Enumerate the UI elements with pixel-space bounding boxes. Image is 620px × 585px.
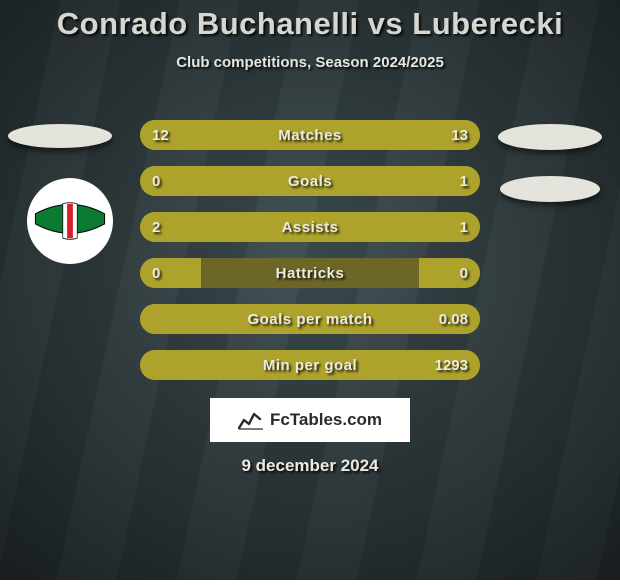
stat-value-left: 12	[152, 120, 169, 150]
stat-label: Hattricks	[140, 258, 480, 288]
subtitle: Club competitions, Season 2024/2025	[0, 54, 620, 71]
page-title: Conrado Buchanelli vs Luberecki	[0, 6, 620, 42]
stat-value-right: 1	[460, 212, 468, 242]
stat-row: Goals0 1	[140, 166, 480, 196]
stat-value-right: 0	[460, 258, 468, 288]
right-player-ellipse-2	[500, 176, 600, 202]
stat-label: Goals	[140, 166, 480, 196]
stat-row: Matches12 13	[140, 120, 480, 150]
chart-icon	[238, 410, 264, 430]
stat-row: Min per goal1293	[140, 350, 480, 380]
stat-value-right: 1293	[435, 350, 468, 380]
right-player-ellipse-1	[498, 124, 602, 150]
stat-value-left: 2	[152, 212, 160, 242]
stat-value-right: 1	[460, 166, 468, 196]
stat-value-right: 0.08	[439, 304, 468, 334]
branding-label: FcTables.com	[270, 410, 382, 430]
stat-value-right: 13	[451, 120, 468, 150]
stat-label: Matches	[140, 120, 480, 150]
stat-row: Hattricks0 0	[140, 258, 480, 288]
stat-label: Goals per match	[140, 304, 480, 334]
stat-row: Assists2 1	[140, 212, 480, 242]
content: Conrado Buchanelli vs Luberecki Club com…	[0, 0, 620, 580]
stat-value-left: 0	[152, 258, 160, 288]
stat-label: Assists	[140, 212, 480, 242]
stat-label: Min per goal	[140, 350, 480, 380]
stat-row: Goals per match0.08	[140, 304, 480, 334]
club-crest-icon	[34, 199, 106, 243]
branding-badge: FcTables.com	[210, 398, 410, 442]
left-player-ellipse	[8, 124, 112, 148]
date-label: 9 december 2024	[0, 456, 620, 476]
stat-value-left: 0	[152, 166, 160, 196]
left-player-avatar	[27, 178, 113, 264]
stats-panel: Matches1213Goals01Assists21Hattricks00Go…	[140, 120, 480, 396]
